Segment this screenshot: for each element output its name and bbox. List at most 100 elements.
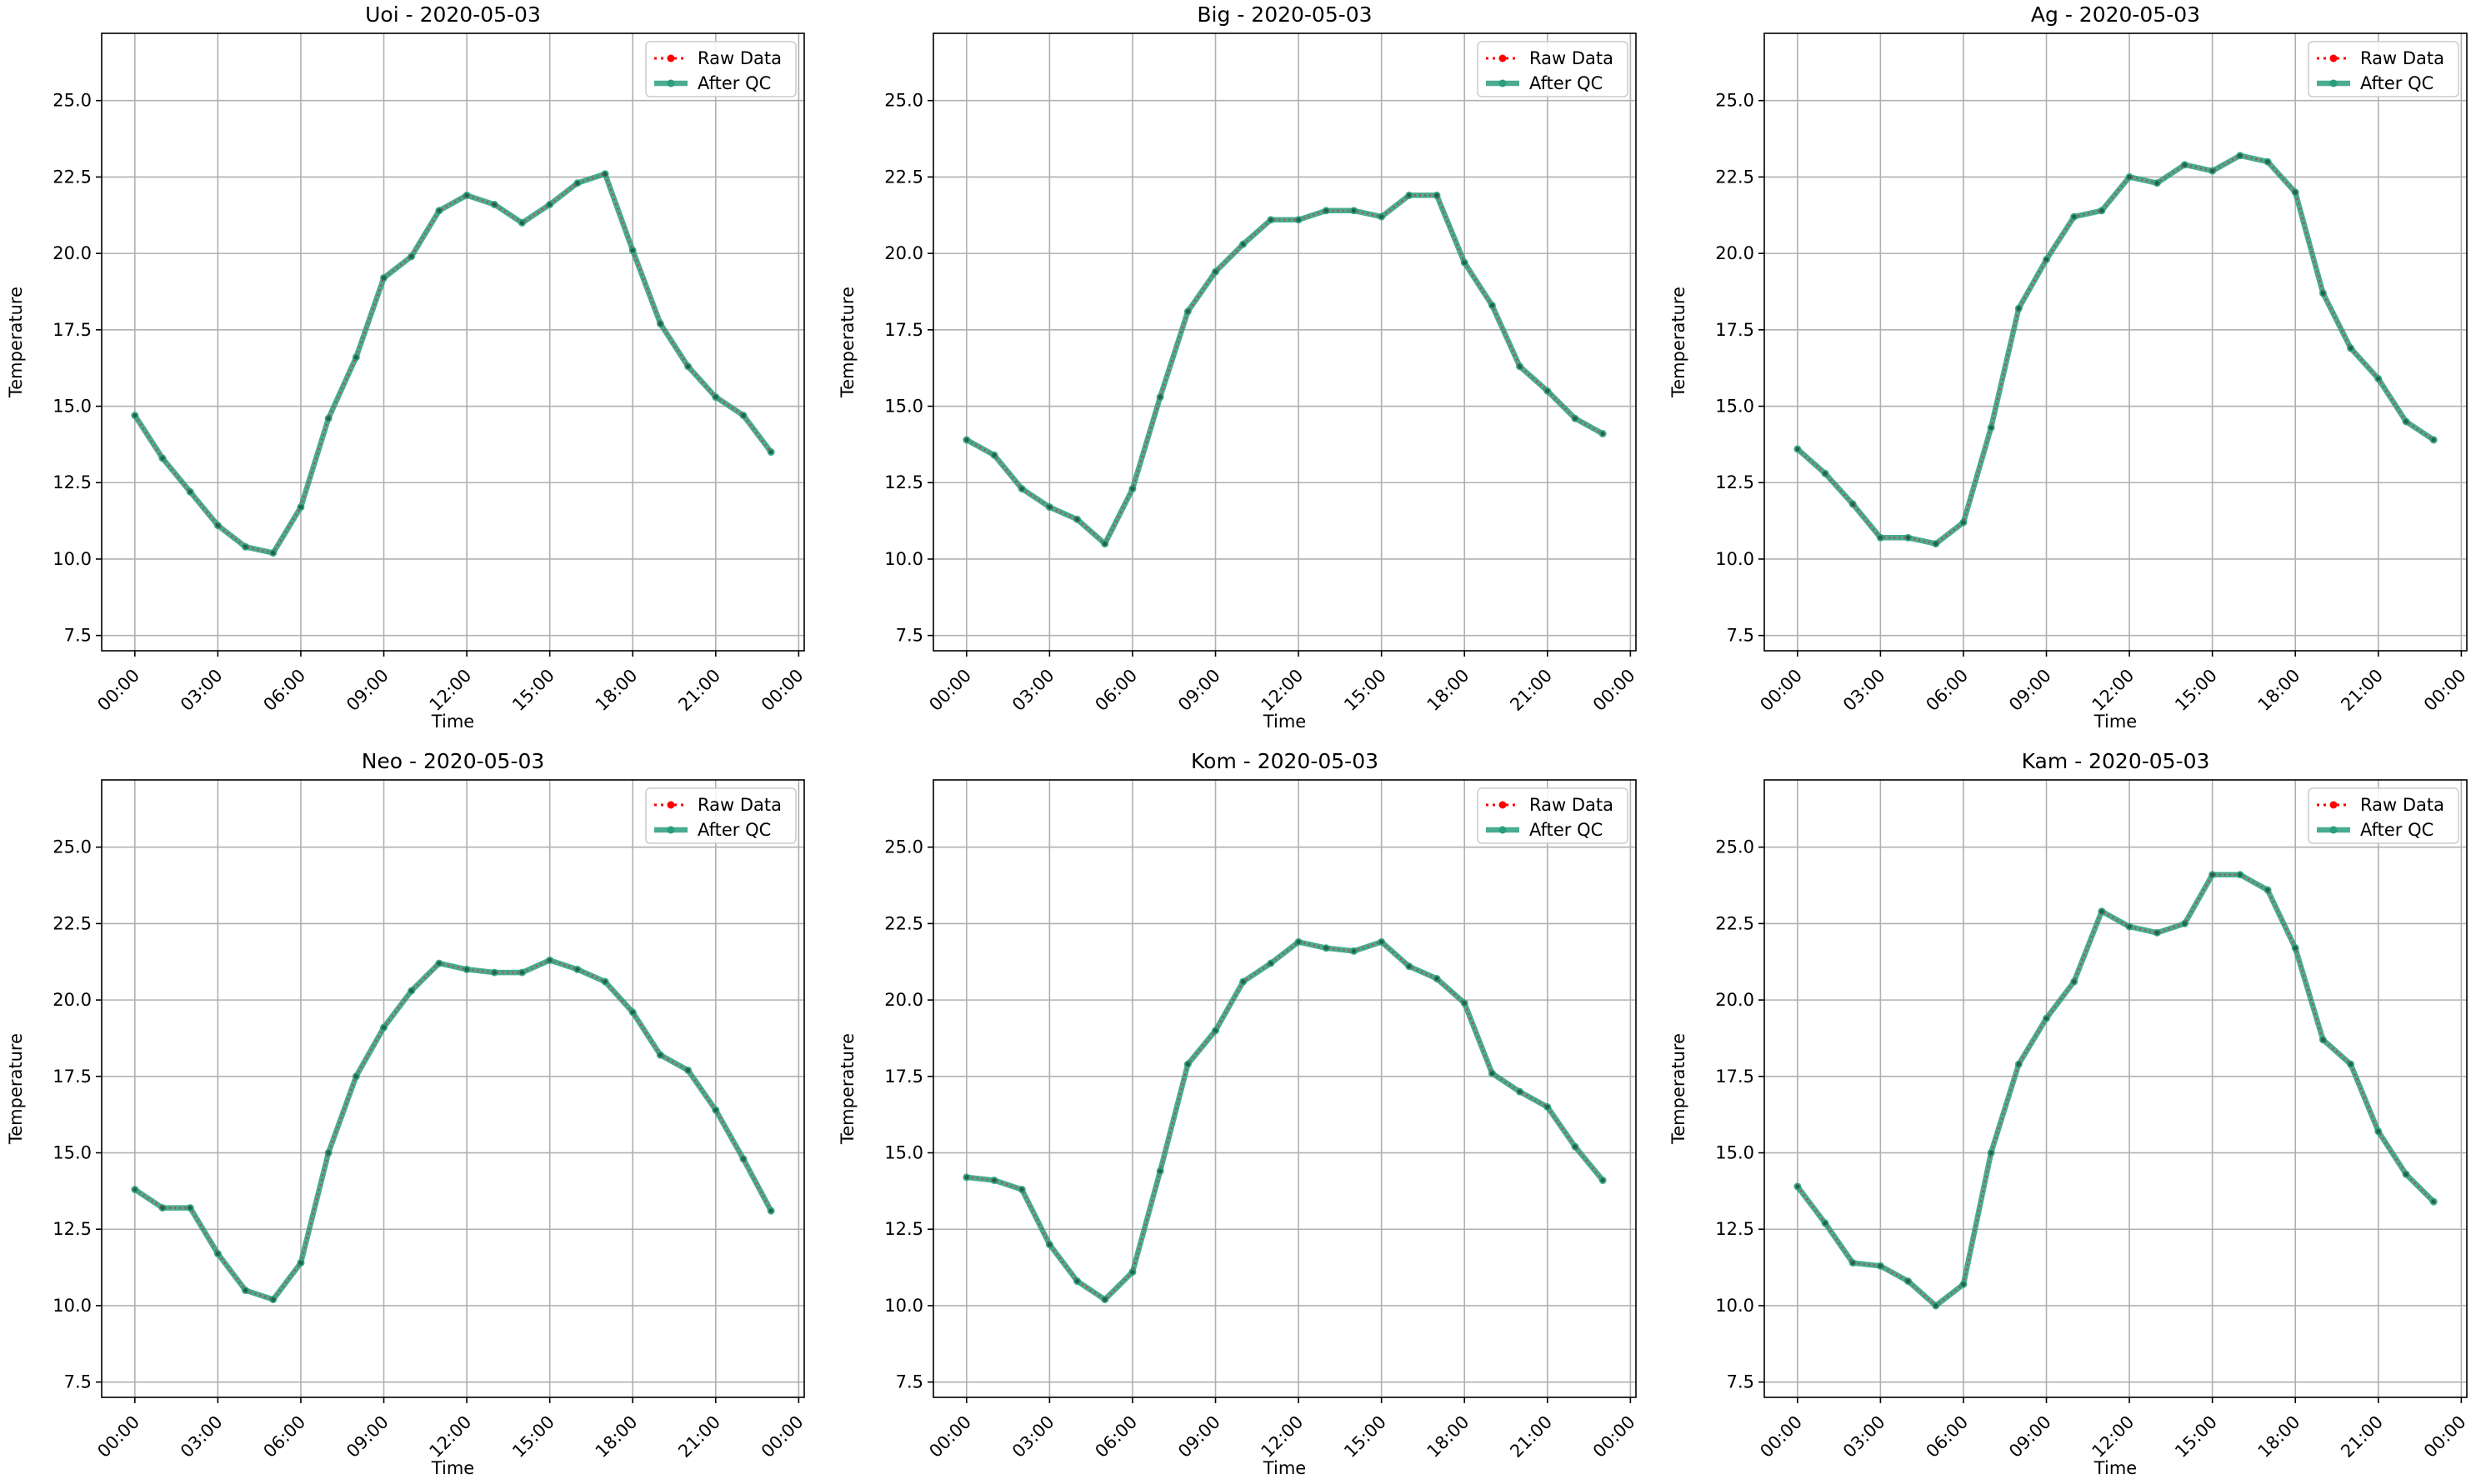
data-point-raw-data (1434, 192, 1439, 198)
data-point-raw-data (1573, 416, 1578, 421)
y-tick-label: 17.5 (1715, 320, 1754, 340)
data-point-raw-data (2431, 437, 2436, 442)
y-tick-label: 12.5 (884, 1219, 923, 1239)
x-tick-label: 15:00 (1340, 665, 1390, 715)
legend-marker-after-qc (2329, 826, 2338, 834)
data-point-raw-data (1988, 425, 1993, 430)
y-tick-label: 10.0 (53, 549, 92, 569)
x-tick-label: 00:00 (2420, 1412, 2470, 1462)
data-point-raw-data (1878, 535, 1883, 540)
data-point-raw-data (1518, 364, 1523, 369)
plot-area (102, 780, 804, 1397)
data-point-raw-data (2182, 921, 2188, 927)
legend-marker-after-qc (667, 826, 675, 834)
legend: Raw Data After QC (645, 787, 797, 844)
data-point-raw-data (575, 967, 580, 972)
x-tick-label: 00:00 (2420, 665, 2470, 715)
data-point-raw-data (1795, 447, 1800, 452)
x-tick-label: 18:00 (592, 1412, 642, 1462)
data-point-raw-data (1823, 1221, 1828, 1226)
y-tick-label: 7.5 (1727, 1372, 1754, 1392)
data-point-raw-data (2293, 946, 2298, 951)
data-point-raw-data (1545, 388, 1550, 393)
chart-title: Kom - 2020-05-03 (1191, 749, 1378, 773)
x-tick-label: 09:00 (2005, 1412, 2055, 1462)
data-point-raw-data (1379, 939, 1384, 945)
y-tick-label: 7.5 (64, 1372, 92, 1392)
data-point-raw-data (1462, 260, 1467, 265)
y-tick-label: 10.0 (884, 1296, 923, 1316)
plot-area (1764, 780, 2467, 1397)
axes-frame (1763, 32, 2468, 652)
data-point-raw-data (658, 1052, 663, 1057)
y-axis-label: Temperature (6, 1033, 26, 1145)
data-point-raw-data (2072, 979, 2077, 984)
y-tick-label: 10.0 (53, 1296, 92, 1316)
data-point-raw-data (1905, 1279, 1911, 1284)
x-tick-label: 12:00 (2088, 665, 2138, 715)
y-tick-label: 22.5 (53, 167, 92, 187)
data-point-raw-data (437, 961, 442, 966)
x-tick-label: 18:00 (2254, 1412, 2304, 1462)
y-tick-label: 20.0 (884, 243, 923, 263)
y-axis-label: Temperature (1668, 287, 1688, 398)
legend-label-raw-data: Raw Data (698, 48, 782, 68)
x-tick-label: 03:00 (177, 665, 227, 715)
data-point-raw-data (1074, 1279, 1080, 1284)
data-point-raw-data (1351, 948, 1357, 954)
x-tick-label: 06:00 (1922, 665, 1972, 715)
series-line-raw-data (966, 941, 1604, 1302)
y-tick-label: 17.5 (53, 1067, 92, 1087)
chart-title: Uoi - 2020-05-03 (365, 2, 541, 27)
data-point-raw-data (2431, 1199, 2436, 1204)
y-tick-label: 12.5 (53, 1219, 92, 1239)
legend-label-raw-data: Raw Data (2360, 795, 2444, 815)
y-tick-label: 10.0 (1715, 1296, 1754, 1316)
data-point-raw-data (1268, 961, 1273, 966)
plot-area (933, 780, 1636, 1397)
data-point-raw-data (1074, 517, 1080, 522)
data-point-raw-data (1019, 1187, 1024, 1192)
data-point-raw-data (741, 1157, 746, 1162)
x-tick-label: 12:00 (1258, 665, 1308, 715)
chart-title: Kam - 2020-05-03 (2022, 749, 2210, 773)
x-tick-label: 12:00 (426, 1412, 476, 1462)
series-line-raw-data (134, 959, 773, 1301)
data-point-raw-data (1268, 217, 1273, 222)
data-point-raw-data (381, 1025, 387, 1030)
data-point-raw-data (2154, 181, 2159, 186)
data-point-raw-data (1185, 309, 1190, 314)
x-tick-label: 09:00 (343, 665, 393, 715)
data-point-raw-data (464, 967, 469, 972)
x-tick-label: 15:00 (2171, 1412, 2221, 1462)
data-point-raw-data (1489, 1071, 1495, 1076)
x-tick-label: 21:00 (2337, 665, 2387, 715)
y-tick-label: 25.0 (53, 837, 92, 857)
data-point-raw-data (1850, 1260, 1855, 1266)
data-point-raw-data (2293, 190, 2298, 195)
data-point-raw-data (1130, 1269, 1135, 1275)
x-tick-label: 15:00 (1340, 1412, 1390, 1462)
y-tick-label: 25.0 (1715, 837, 1754, 857)
x-tick-label: 18:00 (592, 665, 642, 715)
data-point-raw-data (353, 1074, 358, 1079)
data-point-raw-data (603, 979, 608, 984)
x-tick-label: 12:00 (2088, 1412, 2138, 1462)
data-point-raw-data (2072, 214, 2077, 219)
data-point-raw-data (133, 412, 138, 418)
data-point-raw-data (1158, 394, 1163, 400)
data-point-raw-data (188, 489, 193, 494)
data-point-raw-data (1961, 1282, 1966, 1287)
y-tick-label: 12.5 (1715, 472, 1754, 492)
data-point-raw-data (243, 544, 248, 549)
axes-frame (1763, 779, 2468, 1398)
x-axis-label: Time (1263, 712, 1306, 732)
y-tick-label: 15.0 (884, 1143, 923, 1163)
data-point-raw-data (326, 1150, 331, 1156)
data-point-raw-data (409, 254, 414, 259)
subplot-3: 00:00 03:00 06:00 09:00 12:00 15:00 18:00 21:00… (1668, 2, 2470, 732)
data-point-raw-data (215, 1251, 220, 1257)
data-point-raw-data (1600, 1177, 1605, 1183)
y-tick-label: 15.0 (53, 1143, 92, 1163)
data-point-raw-data (1407, 192, 1412, 198)
